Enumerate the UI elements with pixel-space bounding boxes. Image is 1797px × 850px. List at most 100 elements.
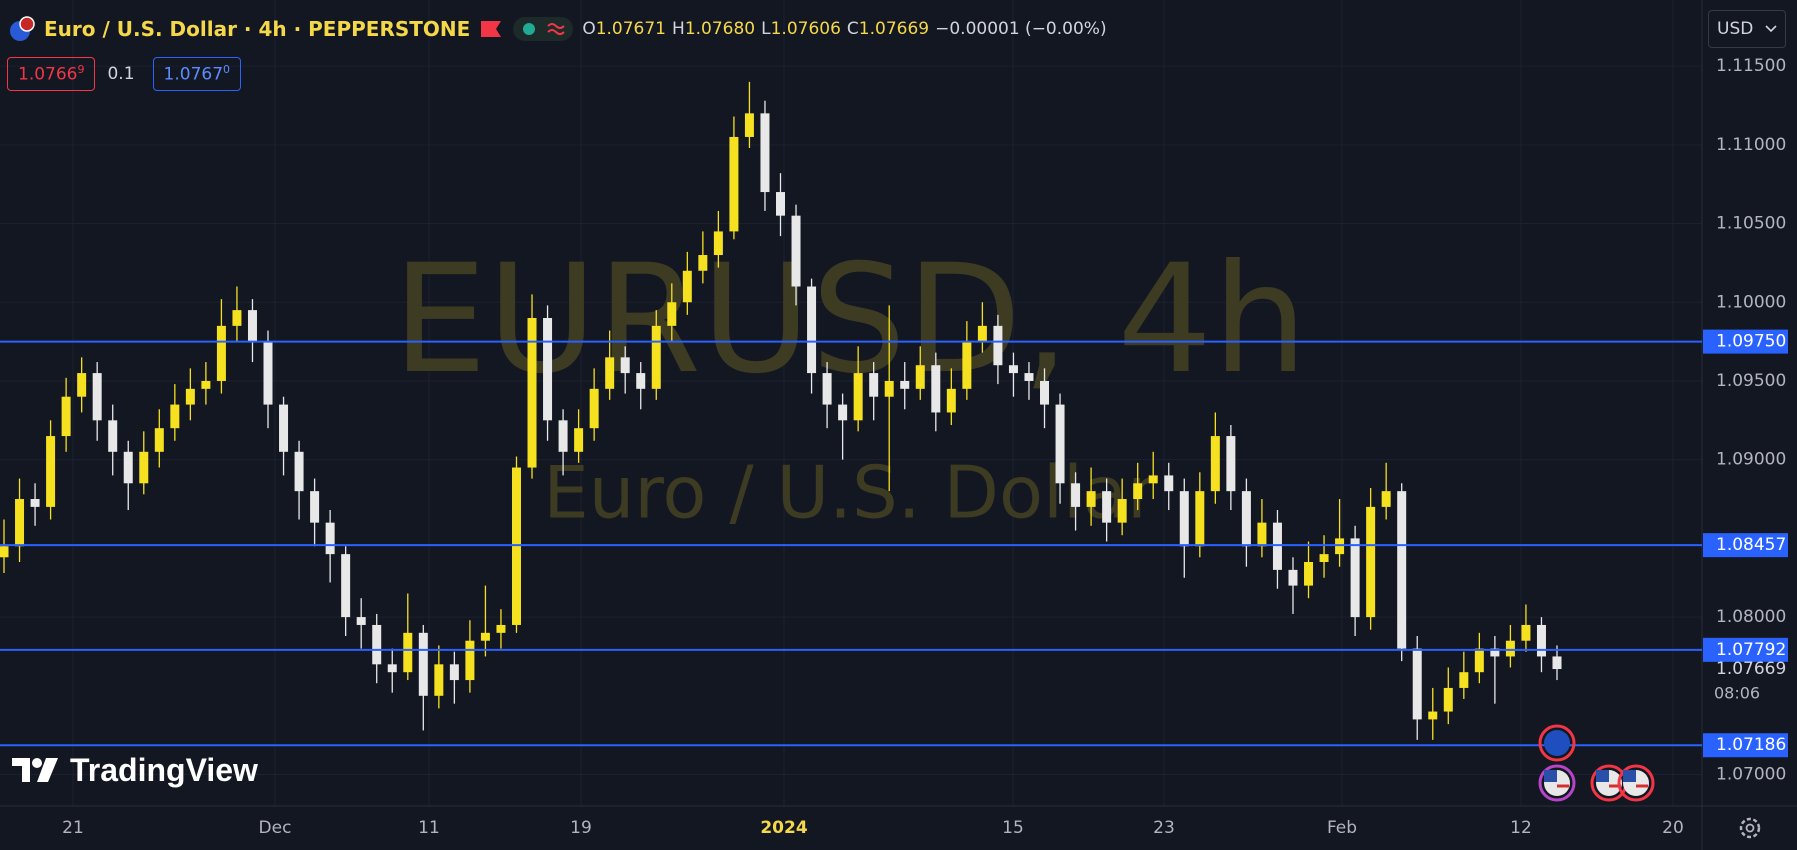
x-tick-label: 19 xyxy=(570,818,592,838)
buy-button[interactable]: 1.07670 xyxy=(152,57,242,91)
candle-body xyxy=(1117,499,1127,523)
candle-body xyxy=(1552,656,1562,670)
event-ring xyxy=(1617,764,1655,802)
candle-body xyxy=(139,451,149,484)
candle-body xyxy=(1102,491,1112,523)
sell-button[interactable]: 1.07669 xyxy=(7,57,96,91)
candle-body xyxy=(480,632,490,641)
ohlc-key: H xyxy=(672,19,685,39)
legend-header: Euro / U.S. Dollar · 4h · PEPPERSTONE O1… xyxy=(8,12,1107,46)
candle-body xyxy=(294,451,304,492)
candle-body xyxy=(744,113,754,137)
candle-body xyxy=(962,341,972,389)
candle-body xyxy=(30,499,40,507)
candle-body xyxy=(946,388,956,413)
candle-body xyxy=(1459,672,1469,688)
x-tick-label: 20 xyxy=(1662,818,1684,838)
candle-body xyxy=(667,302,677,326)
ohlc-value: 1.07606 xyxy=(770,19,841,39)
candle-body xyxy=(1335,538,1345,555)
candle-body xyxy=(403,632,413,673)
candle-body xyxy=(558,420,568,452)
candle-body xyxy=(123,451,133,484)
ohlc-item: O1.07671 xyxy=(582,19,666,39)
status-pill[interactable] xyxy=(512,16,574,42)
candle-body xyxy=(1412,648,1422,720)
candle-body xyxy=(77,373,87,397)
candle-body xyxy=(822,373,832,405)
candle-body xyxy=(154,428,164,452)
candle-body xyxy=(1397,491,1407,649)
candle-body xyxy=(915,365,925,389)
ohlc-key: L xyxy=(761,19,771,39)
candle-body xyxy=(1536,624,1546,657)
candle-body xyxy=(1179,491,1189,547)
price-label-box xyxy=(1703,733,1788,758)
buy-pip: 0 xyxy=(223,63,231,76)
candle-body xyxy=(543,317,553,421)
candle-body xyxy=(1133,483,1143,500)
candle-body xyxy=(216,325,226,381)
price-label: 1.07186 xyxy=(1716,735,1786,755)
y-tick-label: 1.10000 xyxy=(1716,292,1786,312)
candle-body xyxy=(884,380,894,397)
x-tick-label: 15 xyxy=(1002,818,1024,838)
x-tick-label: 11 xyxy=(418,818,440,838)
candle-body xyxy=(589,388,599,429)
candle-body xyxy=(931,365,941,413)
y-tick-label: 1.10500 xyxy=(1716,214,1786,234)
change: −0.00001 (−0.00%) xyxy=(935,19,1107,39)
candle-body xyxy=(108,420,118,452)
last-price-label: 1.07669 xyxy=(1716,659,1786,679)
x-tick-label: 12 xyxy=(1510,818,1532,838)
candle-body xyxy=(527,317,537,468)
event-ring xyxy=(1538,724,1576,762)
candle-body xyxy=(1505,640,1515,657)
settings-icon-center xyxy=(1745,823,1755,833)
candle-body xyxy=(1210,436,1220,492)
candle-body xyxy=(1304,561,1314,586)
ohlc-value: 1.07671 xyxy=(595,19,667,39)
candle-body xyxy=(341,554,351,618)
ohlc-key: C xyxy=(846,19,859,39)
candle-body xyxy=(713,231,723,256)
candle-body xyxy=(263,341,273,405)
flag-icon[interactable] xyxy=(478,18,504,40)
candle-body xyxy=(1366,506,1376,618)
candle-body xyxy=(325,522,335,555)
candle-body xyxy=(838,404,848,421)
candle-body xyxy=(170,404,180,429)
y-tick-label: 1.07000 xyxy=(1716,765,1786,785)
symbol-icon[interactable] xyxy=(8,15,36,43)
quote-row: 1.07669 0.1 1.07670 xyxy=(7,57,242,91)
y-tick-label: 1.11500 xyxy=(1716,56,1786,76)
currency-select[interactable]: USD xyxy=(1708,10,1786,48)
ohlc-item: C1.07669 xyxy=(847,19,929,39)
ohlc-key: O xyxy=(582,19,596,39)
candle-body xyxy=(651,325,661,389)
price-label: 1.07792 xyxy=(1716,640,1786,660)
candle-body xyxy=(1024,373,1034,381)
candle-body xyxy=(201,380,211,389)
candle-body xyxy=(46,436,56,507)
candle-body xyxy=(682,270,692,303)
x-tick-label: Dec xyxy=(259,818,292,838)
candle-body xyxy=(1086,491,1096,507)
logo[interactable]: TradingView xyxy=(12,752,258,789)
ohlc-values: O1.07671 H1.07680 L1.07606 C1.07669 −0.00001… xyxy=(582,19,1106,39)
candle-body xyxy=(574,428,584,452)
event-icon-part xyxy=(1623,770,1636,782)
symbol-title[interactable]: Euro / U.S. Dollar · 4h · PEPPERSTONE xyxy=(44,17,471,41)
candle-body xyxy=(387,664,397,673)
ohlc-value: 1.07680 xyxy=(684,19,756,39)
y-tick-label: 1.11000 xyxy=(1716,135,1786,155)
candle-body xyxy=(465,640,475,681)
candle-body xyxy=(853,373,863,421)
event-ring xyxy=(1538,764,1576,802)
candle-body xyxy=(729,136,739,232)
candle-body xyxy=(1428,711,1438,720)
candle-body xyxy=(356,617,366,625)
candle-body xyxy=(1040,380,1050,405)
candle-body xyxy=(605,357,615,389)
